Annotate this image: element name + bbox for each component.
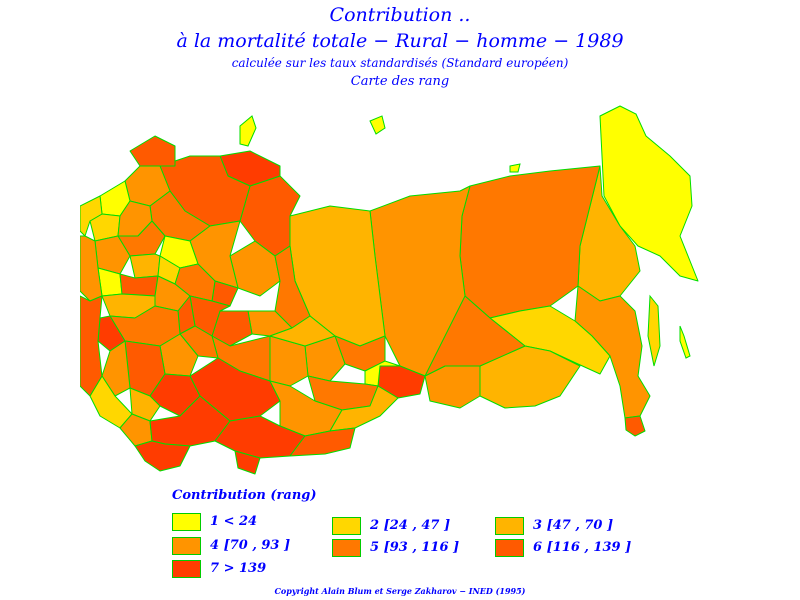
region-rostov [101,340,131,397]
island-sakhalin [647,294,661,367]
region-caucasus [134,440,191,472]
legend-swatch [495,517,524,535]
legend-swatch [495,539,524,557]
copyright-note: Copyright Alain Blum et Serge Zakharov −… [274,586,526,596]
region-moscow [129,253,161,279]
legend-label: 3 [47 , 70 ] [533,518,614,533]
region-belarus [80,235,103,302]
region-primorye [624,415,646,437]
legend-item-2: 2 [24 , 47 ] [332,517,502,537]
region-irkutsk [424,295,526,377]
region-chita [479,345,581,409]
legend-item-7: 7 > 139 [172,560,342,580]
map-title: Contribution .. [329,4,471,26]
legend-label: 7 > 139 [210,561,267,576]
region-kalmykia [129,387,161,422]
region-kurgan [269,315,336,347]
legend-label: 2 [24 , 47 ] [370,518,451,533]
legend-title: Contribution (rang) [172,488,317,503]
region-tajikistan [234,450,261,475]
legend-item-3: 3 [47 , 70 ] [495,517,665,537]
region-far-east-north [599,105,699,282]
island-novaya-zemlya [239,115,257,147]
legend-swatch [172,537,201,555]
legend-label: 1 < 24 [210,514,258,529]
island-wrangel [509,163,521,173]
legend-label: 5 [93 , 116 ] [370,540,460,555]
legend-item-6: 6 [116 , 139 ] [495,539,665,559]
region-baltics [80,195,103,237]
map-method-note: calculée sur les taux standardisés (Stan… [231,56,569,70]
region-murmansk [129,135,176,167]
choropleth-map [80,105,699,475]
legend-swatch [172,560,201,578]
region-kyrgyzstan [289,427,356,457]
legend-swatch [172,513,201,531]
legend-item-4: 4 [70 , 93 ] [172,537,342,557]
legend-swatch [332,539,361,557]
legend-item-5: 5 [93 , 116 ] [332,539,502,559]
map-subtitle: à la mortalité totale − Rural − homme − … [176,30,624,52]
legend-swatch [332,517,361,535]
legend-label: 6 [116 , 139 ] [533,540,632,555]
legend-label: 4 [70 , 93 ] [210,538,291,553]
region-ukraine [80,295,103,397]
legend-item-1: 1 < 24 [172,513,342,533]
region-kaluga-tula [119,273,159,297]
island-severnaya-zemlya [369,115,386,135]
map-type-note: Carte des rang [350,74,450,89]
island-kurils [679,325,691,359]
